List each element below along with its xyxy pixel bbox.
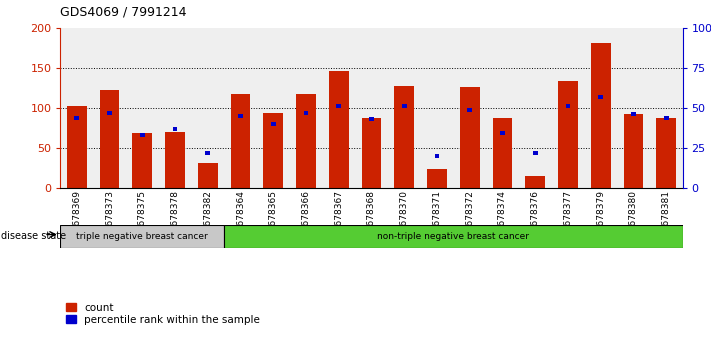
Bar <box>159 28 191 188</box>
Bar <box>329 72 348 188</box>
Bar <box>191 28 224 188</box>
Bar <box>486 28 519 188</box>
Bar <box>500 131 505 136</box>
Bar <box>362 118 381 188</box>
Bar <box>664 115 668 120</box>
Bar <box>558 81 578 188</box>
Bar <box>132 133 152 188</box>
Bar <box>395 86 414 188</box>
Bar <box>617 28 650 188</box>
Bar <box>173 127 178 131</box>
Bar <box>238 114 243 118</box>
Bar <box>230 95 250 188</box>
Bar <box>224 28 257 188</box>
Bar <box>165 132 185 188</box>
Legend: count, percentile rank within the sample: count, percentile rank within the sample <box>65 303 260 325</box>
Bar <box>336 104 341 108</box>
Bar <box>100 90 119 188</box>
Bar <box>565 104 570 108</box>
Bar <box>60 28 93 188</box>
Bar <box>533 150 538 155</box>
Text: triple negative breast cancer: triple negative breast cancer <box>76 232 208 241</box>
Bar <box>93 28 126 188</box>
Bar <box>467 108 472 112</box>
Text: GDS4069 / 7991214: GDS4069 / 7991214 <box>60 5 187 18</box>
Bar <box>519 28 552 188</box>
Bar <box>656 118 676 188</box>
Bar <box>322 28 355 188</box>
Bar <box>631 112 636 116</box>
Bar <box>402 104 407 108</box>
Bar <box>427 169 447 188</box>
Bar <box>289 28 322 188</box>
Bar <box>552 28 584 188</box>
Bar <box>296 95 316 188</box>
Bar <box>257 28 289 188</box>
Bar <box>454 28 486 188</box>
Bar <box>460 87 479 188</box>
Bar <box>140 133 145 137</box>
Bar <box>224 225 683 248</box>
Bar <box>591 43 611 188</box>
Bar <box>60 225 224 248</box>
Bar <box>598 95 603 99</box>
Bar <box>355 28 388 188</box>
Bar <box>126 28 159 188</box>
Bar <box>650 28 683 188</box>
Bar <box>525 176 545 188</box>
Bar <box>198 163 218 188</box>
Bar <box>264 113 283 188</box>
Bar <box>75 115 79 120</box>
Bar <box>624 114 643 188</box>
Bar <box>271 122 276 126</box>
Bar <box>107 111 112 115</box>
Bar <box>493 118 513 188</box>
Text: disease state: disease state <box>1 231 67 241</box>
Bar <box>584 28 617 188</box>
Bar <box>369 117 374 121</box>
Bar <box>205 150 210 155</box>
Bar <box>421 28 454 188</box>
Bar <box>434 154 439 158</box>
Bar <box>304 111 309 115</box>
Bar <box>67 106 87 188</box>
Text: non-triple negative breast cancer: non-triple negative breast cancer <box>378 232 530 241</box>
Bar <box>388 28 421 188</box>
